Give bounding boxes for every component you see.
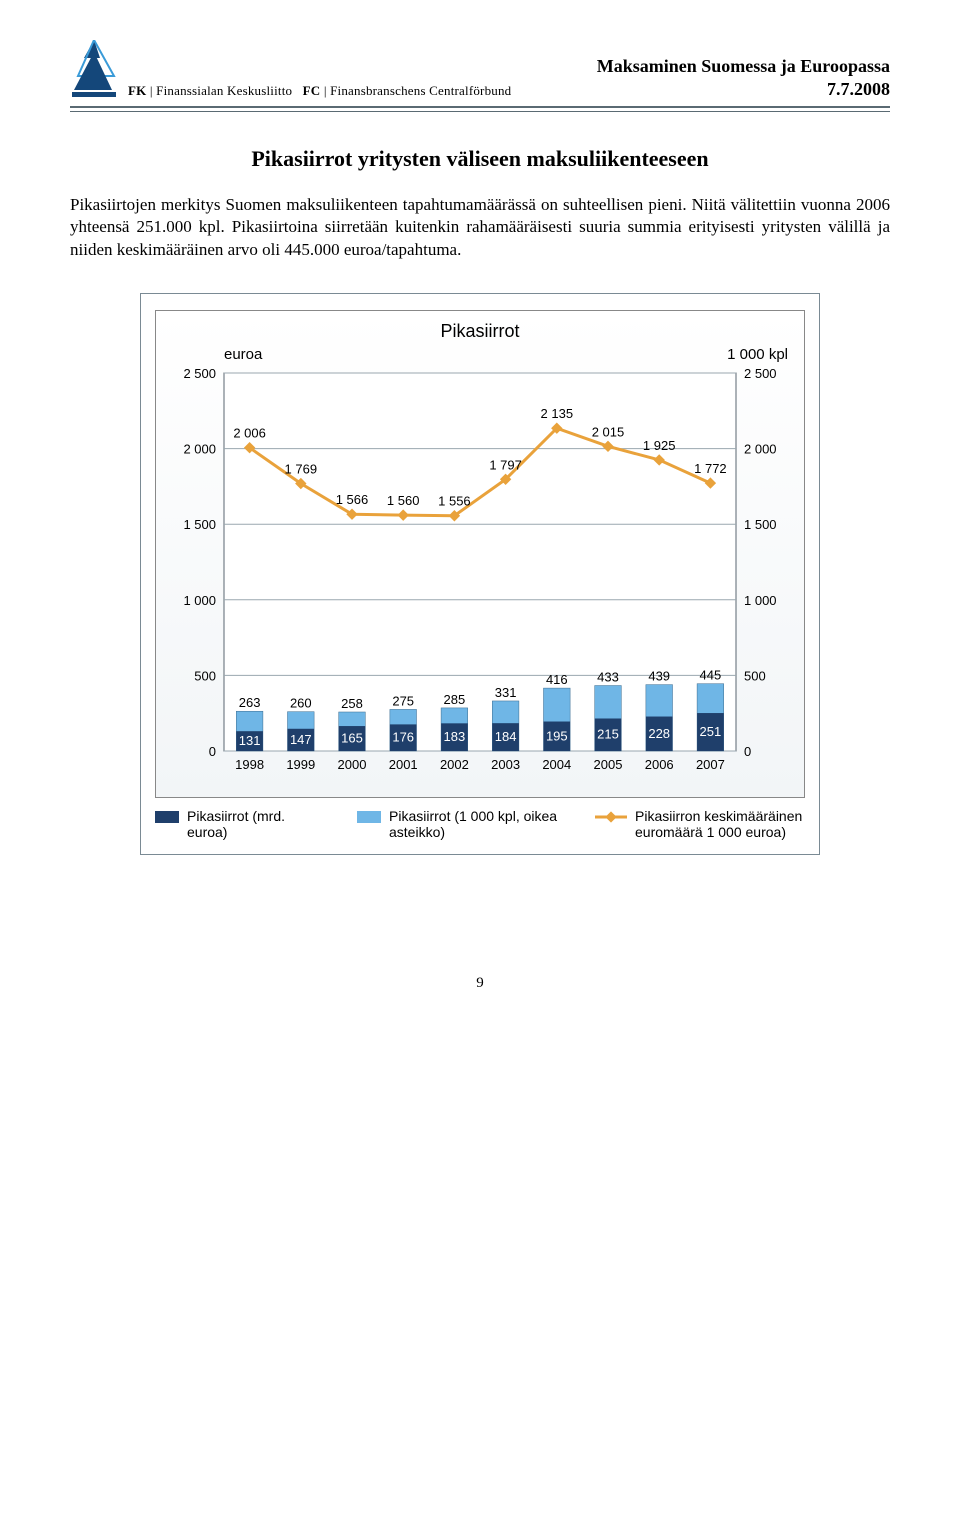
svg-text:2 000: 2 000 [744,442,777,457]
svg-text:184: 184 [495,729,517,744]
logo-block: FK | Finanssialan Keskusliitto FC | Fina… [70,40,511,100]
svg-text:131: 131 [239,733,261,748]
svg-text:0: 0 [744,744,751,759]
legend-dark: Pikasiirrot (mrd. euroa) [155,808,329,840]
svg-text:285: 285 [444,692,466,707]
svg-text:1 769: 1 769 [285,462,318,477]
svg-text:183: 183 [444,729,466,744]
svg-text:1 797: 1 797 [489,458,522,473]
chart-legend: Pikasiirrot (mrd. euroa) Pikasiirrot (1 … [155,808,805,840]
svg-text:275: 275 [392,694,414,709]
svg-text:258: 258 [341,696,363,711]
svg-text:2000: 2000 [338,757,367,772]
svg-text:228: 228 [648,726,670,741]
svg-text:331: 331 [495,685,517,700]
org-names: FK | Finanssialan Keskusliitto FC | Fina… [128,82,511,100]
legend-light-label: Pikasiirrot (1 000 kpl, oikea asteikko) [389,808,567,840]
page-number: 9 [70,975,890,992]
legend-swatch-icon [155,811,179,823]
svg-text:1 925: 1 925 [643,438,676,453]
svg-text:0: 0 [209,744,216,759]
svg-text:2002: 2002 [440,757,469,772]
legend-line: Pikasiirron keskimääräinen euromäärä 1 0… [595,808,805,840]
svg-text:2 015: 2 015 [592,425,625,440]
svg-text:1 560: 1 560 [387,493,420,508]
svg-text:2 500: 2 500 [744,366,777,381]
org-fk-name: Finanssialan Keskusliitto [156,83,292,98]
left-unit: euroa [224,346,262,363]
legend-swatch-icon [357,811,381,823]
org-fk-abbr: FK [128,83,146,98]
page-header: FK | Finanssialan Keskusliitto FC | Fina… [70,40,890,100]
svg-text:215: 215 [597,727,619,742]
svg-text:176: 176 [392,730,414,745]
svg-text:2 500: 2 500 [183,366,216,381]
svg-text:251: 251 [700,724,722,739]
doc-title-line2: 7.7.2008 [597,78,890,101]
right-unit: 1 000 kpl [727,346,788,363]
doc-title: Maksaminen Suomessa ja Euroopassa 7.7.20… [597,55,890,100]
legend-light: Pikasiirrot (1 000 kpl, oikea asteikko) [357,808,567,840]
svg-text:2006: 2006 [645,757,674,772]
svg-text:1 566: 1 566 [336,493,369,508]
section-title: Pikasiirrot yritysten väliseen maksuliik… [70,146,890,172]
svg-text:1998: 1998 [235,757,264,772]
chart-frame: Pikasiirrot euroa 1 000 kpl 0 0 500 500 1 00… [140,293,820,855]
svg-text:1999: 1999 [286,757,315,772]
org-fc-abbr: FC [303,83,321,98]
sep: | [150,83,153,98]
svg-text:2001: 2001 [389,757,418,772]
header-rule [70,106,890,112]
svg-text:147: 147 [290,732,312,747]
svg-text:1 000: 1 000 [744,593,777,608]
doc-title-line1: Maksaminen Suomessa ja Euroopassa [597,55,890,78]
svg-text:1 772: 1 772 [694,461,727,476]
svg-text:500: 500 [194,669,216,684]
legend-dark-label: Pikasiirrot (mrd. euroa) [187,808,329,840]
svg-text:165: 165 [341,731,363,746]
svg-text:2004: 2004 [542,757,571,772]
org-fc-name: Finansbranschens Centralförbund [330,83,511,98]
page: FK | Finanssialan Keskusliitto FC | Fina… [0,0,960,1032]
svg-text:1 556: 1 556 [438,494,471,509]
legend-line-icon [595,810,627,824]
svg-text:445: 445 [700,668,722,683]
svg-text:1 500: 1 500 [183,518,216,533]
svg-text:263: 263 [239,696,261,711]
chart-svg: 0 0 500 500 1 000 1 000 1 500 1 500 2 000 2 000 2 … [168,365,788,785]
svg-text:2 135: 2 135 [541,407,574,422]
legend-line-label: Pikasiirron keskimääräinen euromäärä 1 0… [635,808,805,840]
chart-inner: Pikasiirrot euroa 1 000 kpl 0 0 500 500 1 00… [155,310,805,798]
svg-text:2003: 2003 [491,757,520,772]
svg-text:1 000: 1 000 [183,593,216,608]
svg-text:433: 433 [597,670,619,685]
svg-text:2 000: 2 000 [183,442,216,457]
svg-text:416: 416 [546,672,568,687]
logo-icon [70,40,118,100]
axis-unit-row: euroa 1 000 kpl [168,346,792,365]
svg-text:439: 439 [648,669,670,684]
svg-text:2007: 2007 [696,757,725,772]
sep: | [324,83,327,98]
body-paragraph: Pikasiirtojen merkitys Suomen maksuliike… [70,194,890,261]
chart-title: Pikasiirrot [168,321,792,342]
svg-text:2005: 2005 [594,757,623,772]
svg-text:2 006: 2 006 [233,426,266,441]
svg-text:195: 195 [546,729,568,744]
svg-text:1 500: 1 500 [744,518,777,533]
svg-text:500: 500 [744,669,766,684]
svg-text:260: 260 [290,696,312,711]
